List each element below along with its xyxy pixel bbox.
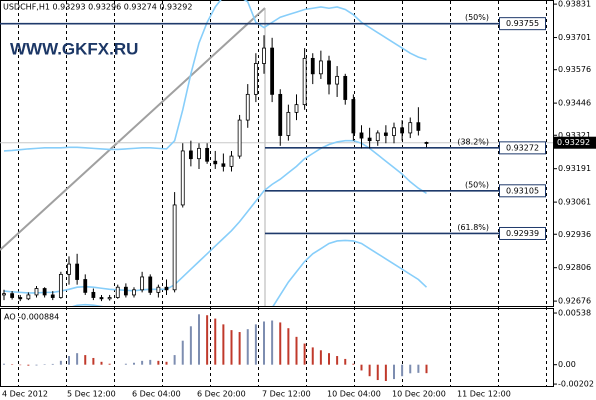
price-box-label: 0.93272 — [506, 143, 539, 152]
candle-body — [18, 297, 23, 300]
y-tick-label: 0.92806 — [558, 263, 591, 272]
bid-box — [554, 136, 596, 149]
y-tick-label: 0.93576 — [558, 65, 591, 74]
price-box — [499, 17, 546, 31]
candle-body — [2, 293, 6, 296]
candle-body — [172, 204, 177, 291]
price-box-label: 0.93105 — [506, 186, 539, 195]
candle-body — [26, 294, 31, 300]
candle-body — [213, 160, 218, 165]
candle-body — [34, 288, 39, 296]
candle-body — [221, 163, 226, 167]
band-lower — [72, 239, 428, 306]
y-tick-label: 0.00538 — [558, 309, 591, 318]
candle-body — [58, 273, 63, 298]
ao-title: AO -0.000884 — [4, 313, 59, 322]
y-tick-label: 0.93446 — [558, 99, 591, 108]
candle-body — [310, 57, 315, 75]
x-tick-label: 10 Dec 20:00 — [392, 390, 446, 399]
candle-body — [270, 47, 275, 95]
chart-header: USDCHF,H1 0.93293 0.93296 0.93274 0.9329… — [3, 3, 192, 12]
candle-body — [262, 47, 266, 64]
candle-body — [408, 122, 413, 134]
y-tick-label: 0.93701 — [558, 33, 591, 42]
candle-body — [50, 294, 55, 298]
band-middle — [3, 139, 427, 294]
x-tick-label: 11 Dec 12:00 — [457, 390, 511, 399]
price-box — [499, 141, 546, 155]
x-tick-label: 10 Dec 04:00 — [327, 390, 381, 399]
candle-body — [164, 286, 169, 291]
candle-body — [318, 60, 323, 75]
watermark: WWW.GKFX.RU — [10, 39, 138, 58]
candle-body — [107, 297, 112, 300]
candle-body — [67, 263, 71, 275]
candle-body — [123, 286, 128, 296]
candle-body — [335, 75, 340, 85]
bid-label: 0.93292 — [557, 138, 590, 147]
fibo-ratio: (61.8%) — [457, 223, 489, 232]
price-panel — [0, 0, 554, 307]
candle-body — [383, 132, 388, 136]
x-tick-label: 5 Dec 12:00 — [67, 390, 116, 399]
candle-body — [416, 122, 421, 131]
y-tick-label: 0.93191 — [558, 164, 591, 173]
candle-body — [91, 291, 96, 298]
candle-body — [327, 60, 331, 85]
candle-body — [188, 150, 193, 160]
candle-body — [10, 293, 15, 298]
candle-body — [367, 137, 372, 142]
candle-body — [392, 127, 396, 136]
candle-body — [351, 99, 356, 134]
fibo-ratio: (50%) — [465, 13, 489, 22]
price-box — [499, 226, 546, 240]
candle-body — [156, 286, 161, 293]
candle-body — [294, 104, 299, 113]
candle-body — [229, 155, 234, 167]
candle-body — [197, 147, 201, 160]
y-tick-label: 0.92936 — [558, 230, 591, 239]
y-tick-label: 0.00 — [558, 360, 576, 369]
price-plot — [0, 0, 553, 306]
candle-body — [302, 57, 307, 106]
candle-body — [253, 63, 258, 95]
candle-body — [245, 93, 250, 121]
price-box — [499, 184, 546, 198]
candle-body — [83, 279, 88, 293]
candle-body — [115, 286, 120, 298]
candle-body — [237, 119, 242, 157]
fibo-trend-line — [0, 7, 266, 251]
candle-body — [286, 111, 291, 136]
x-tick-label: 6 Dec 20:00 — [197, 390, 246, 399]
candle-body — [140, 276, 145, 291]
candle-body — [180, 150, 185, 206]
candle-body — [205, 147, 210, 162]
y-tick-label: 0.93061 — [558, 198, 591, 207]
candle-body — [75, 263, 80, 280]
y-tick-label: -0.00202 — [558, 380, 594, 389]
x-tick-label: 6 Dec 04:00 — [132, 390, 181, 399]
candle-body — [42, 288, 47, 296]
x-tick-label: 7 Dec 12:00 — [262, 390, 311, 399]
x-tick-label: 4 Dec 2012 — [2, 390, 48, 399]
band-upper — [3, 0, 427, 152]
candle-body — [424, 142, 429, 144]
fibo-ratio: (38.2%) — [457, 137, 489, 146]
y-tick-label: 0.92676 — [558, 297, 591, 306]
candle-body — [359, 132, 364, 139]
y-tick-label: 0.93321 — [558, 131, 591, 140]
candle-body — [343, 75, 348, 100]
candle-body — [99, 297, 104, 300]
ao-panel — [0, 308, 554, 387]
candle-body — [400, 127, 405, 134]
candle-body — [148, 276, 153, 293]
y-tick-label: 0.93831 — [558, 0, 591, 9]
candle-body — [278, 93, 283, 136]
price-box-label: 0.92939 — [506, 229, 539, 238]
candle-body — [375, 132, 380, 142]
fibo-ratio: (50%) — [465, 180, 489, 189]
candle-body — [132, 289, 136, 296]
price-box-label: 0.93755 — [506, 19, 539, 28]
